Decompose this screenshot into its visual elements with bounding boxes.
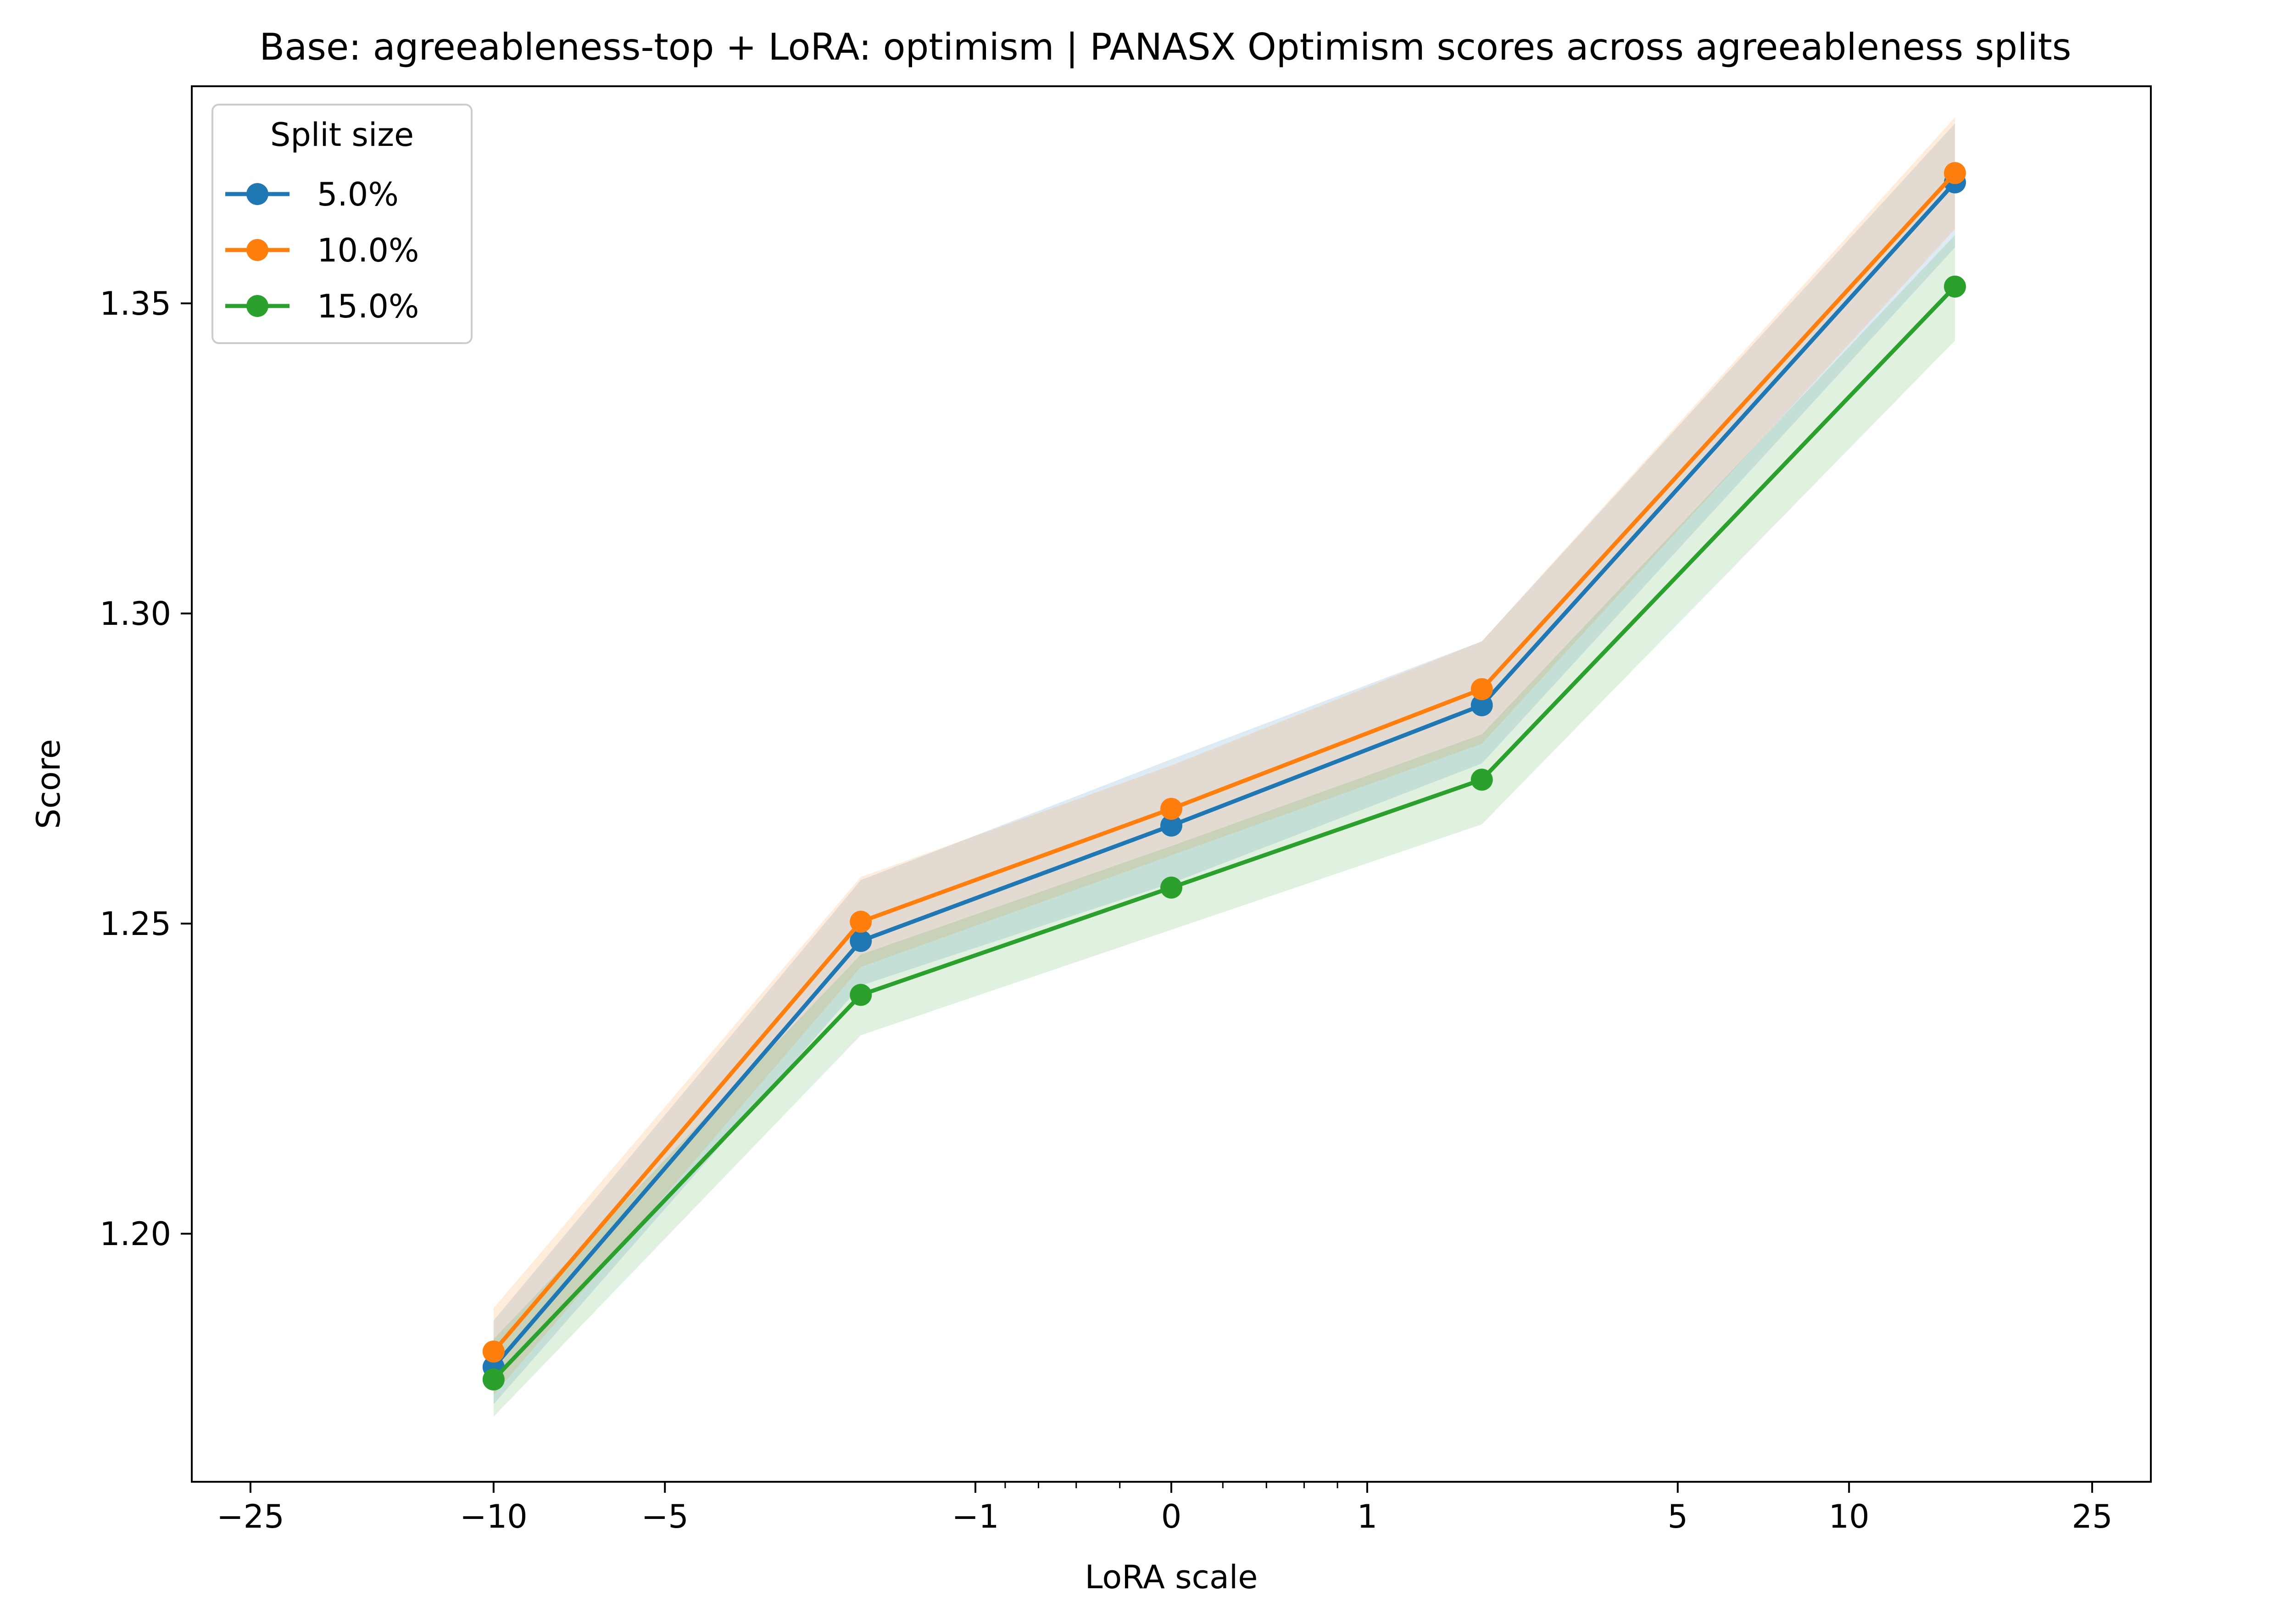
confidence-band-0 (493, 123, 1955, 1404)
y-tick-label: 1.30 (100, 595, 171, 633)
legend-label-1: 10.0% (317, 232, 419, 269)
data-point (850, 930, 872, 952)
x-tick-label: 0 (1161, 1498, 1182, 1535)
data-point (850, 911, 872, 933)
data-point (1944, 275, 1966, 298)
legend-label-2: 15.0% (317, 288, 419, 325)
data-point (1160, 798, 1182, 820)
confidence-band-1 (493, 117, 1955, 1395)
data-point (482, 1368, 505, 1390)
x-tick-label: −10 (460, 1498, 528, 1535)
x-tick-label: −5 (641, 1498, 689, 1535)
x-tick-label: 10 (1829, 1498, 1870, 1535)
y-tick-label: 1.35 (100, 285, 171, 323)
data-point (1470, 694, 1493, 717)
data-point (850, 984, 872, 1006)
y-axis-label: Score (30, 739, 67, 829)
legend-box (212, 104, 473, 344)
data-point (482, 1340, 505, 1363)
x-axis-label: LoRA scale (1085, 1558, 1258, 1596)
y-tick-label: 1.20 (100, 1215, 171, 1253)
data-point (1944, 162, 1966, 184)
legend-marker-2 (246, 295, 268, 317)
data-point (1160, 876, 1182, 899)
legend-title: Split size (270, 116, 414, 154)
x-tick-label: 5 (1668, 1498, 1688, 1535)
x-axis: −25 −10 −5 −1 0 1 5 10 25 (217, 1482, 2113, 1535)
x-tick-label: 25 (2072, 1498, 2113, 1535)
plot-area (482, 117, 1966, 1417)
data-point (1470, 768, 1493, 791)
legend-marker-1 (246, 239, 268, 261)
legend: Split size 5.0% 10.0% 15.0% (212, 104, 473, 344)
legend-label-0: 5.0% (317, 176, 399, 213)
y-tick-label: 1.25 (100, 905, 171, 943)
x-tick-label: −25 (217, 1498, 284, 1535)
chart-title: Base: agreeableness-top + LoRA: optimism… (259, 26, 2071, 69)
data-point (1470, 678, 1493, 701)
legend-marker-0 (246, 183, 268, 205)
y-axis: 1.20 1.25 1.30 1.35 (100, 285, 192, 1253)
x-tick-label: −1 (952, 1498, 999, 1535)
data-point (1160, 814, 1182, 837)
x-tick-label: 1 (1357, 1498, 1378, 1535)
